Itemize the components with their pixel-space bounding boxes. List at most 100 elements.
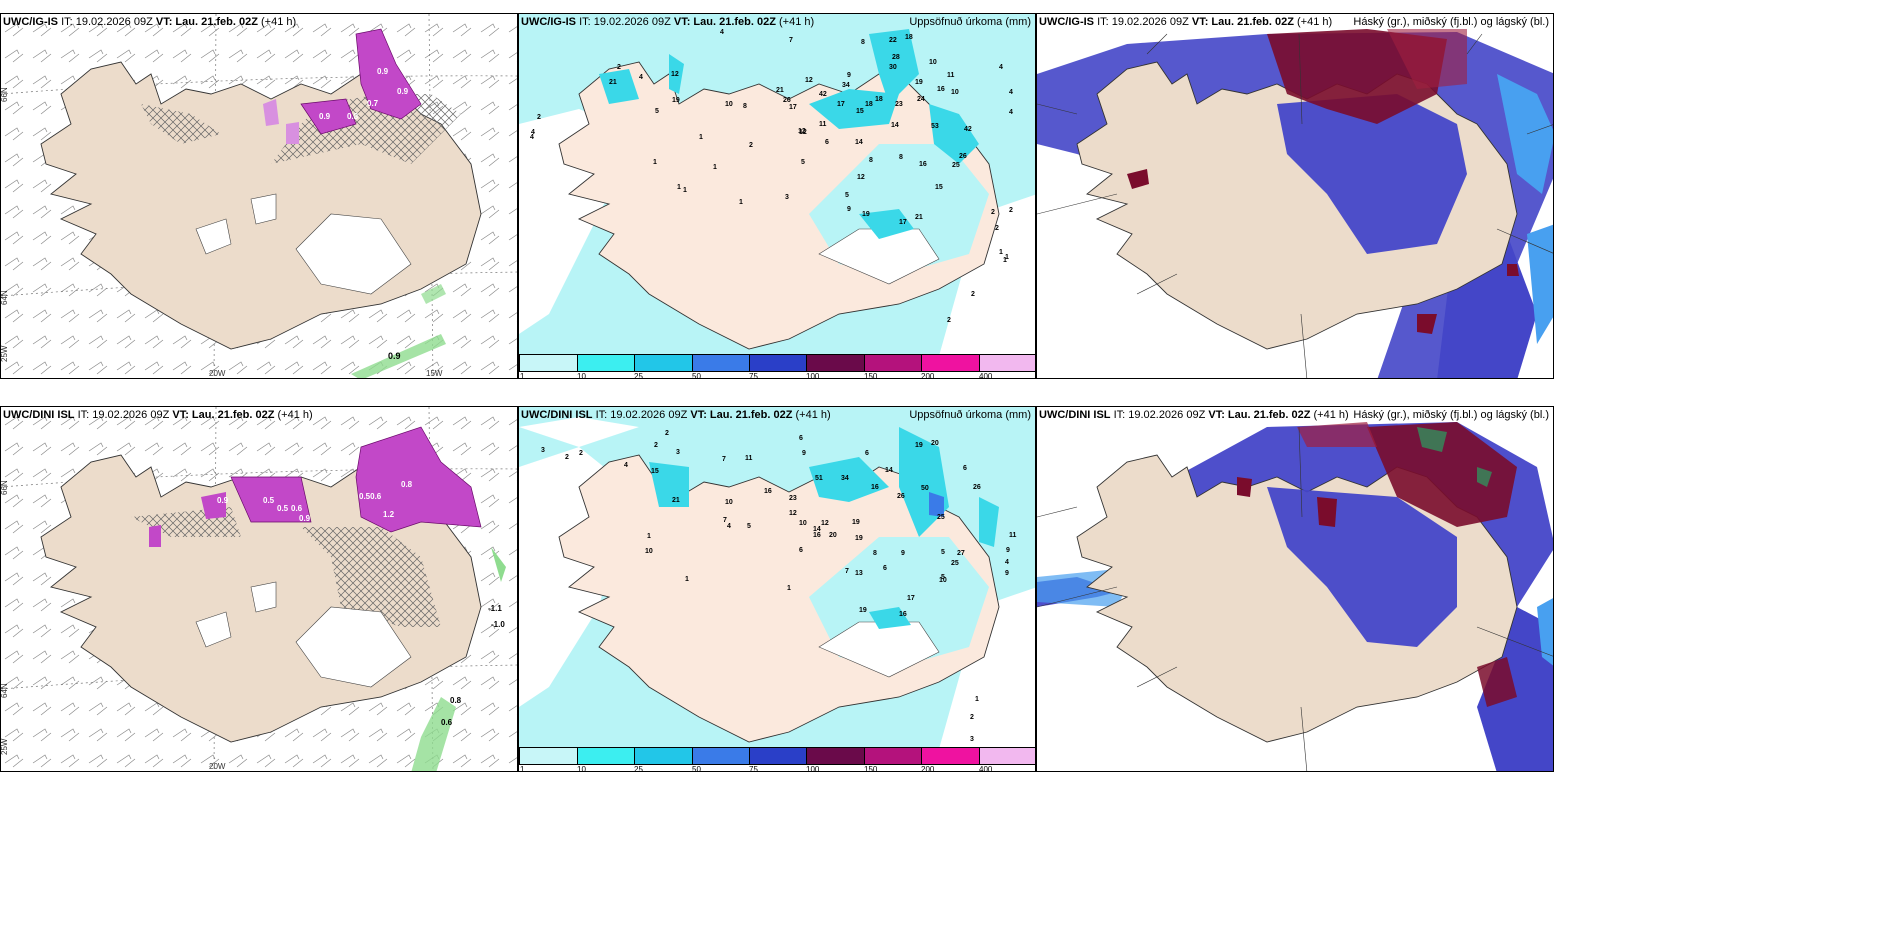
svg-text:11: 11 bbox=[745, 455, 753, 462]
svg-text:64N: 64N bbox=[1, 683, 9, 698]
svg-text:4: 4 bbox=[727, 523, 731, 530]
svg-text:25W: 25W bbox=[1, 738, 9, 755]
svg-text:13: 13 bbox=[855, 570, 863, 577]
svg-text:2: 2 bbox=[749, 142, 753, 149]
svg-text:4: 4 bbox=[624, 462, 628, 469]
colorbar-swatch bbox=[806, 747, 864, 765]
svg-text:10: 10 bbox=[929, 59, 937, 66]
colorbar-tick: 150 bbox=[864, 765, 878, 772]
colorbar-swatch bbox=[519, 354, 577, 372]
svg-text:66N: 66N bbox=[1, 480, 9, 495]
panel-title: UWC/DINI ISL IT: 19.02.2026 09Z VT: Lau.… bbox=[3, 409, 313, 421]
svg-text:34: 34 bbox=[841, 475, 849, 482]
colorbar-tick: 50 bbox=[692, 765, 701, 772]
svg-text:12: 12 bbox=[821, 520, 829, 527]
svg-text:22: 22 bbox=[889, 37, 897, 44]
panel-clouds-bottom: UWC/DINI ISL IT: 19.02.2026 09Z VT: Lau.… bbox=[1036, 406, 1554, 772]
colorbar-tick: 75 bbox=[749, 372, 758, 379]
svg-text:14: 14 bbox=[855, 139, 863, 146]
svg-text:16: 16 bbox=[937, 86, 945, 93]
svg-text:0.5: 0.5 bbox=[277, 504, 289, 513]
colorbar-tick: 50 bbox=[692, 372, 701, 379]
svg-text:2: 2 bbox=[991, 209, 995, 216]
colorbar-tick: 25 bbox=[634, 765, 643, 772]
svg-text:16: 16 bbox=[813, 532, 821, 539]
svg-text:0.9: 0.9 bbox=[299, 514, 311, 523]
svg-text:6: 6 bbox=[865, 450, 869, 457]
colorbar-swatch bbox=[921, 747, 979, 765]
svg-text:7: 7 bbox=[723, 517, 727, 524]
svg-text:18: 18 bbox=[865, 101, 873, 108]
svg-text:1: 1 bbox=[647, 533, 651, 540]
svg-text:3: 3 bbox=[785, 194, 789, 201]
colorbar-tick: 1 bbox=[520, 765, 525, 772]
colorbar-swatch bbox=[979, 747, 1035, 765]
colorbar-tick: 10 bbox=[577, 765, 586, 772]
svg-text:1: 1 bbox=[975, 696, 979, 703]
svg-text:3: 3 bbox=[541, 447, 545, 454]
panel-title: UWC/IG-IS IT: 19.02.2026 09Z VT: Lau. 21… bbox=[521, 16, 815, 28]
svg-text:4: 4 bbox=[720, 29, 724, 36]
panel-precip-bottom: UWC/DINI ISL IT: 19.02.2026 09Z VT: Lau.… bbox=[518, 406, 1036, 772]
svg-text:21: 21 bbox=[609, 79, 617, 86]
svg-text:4: 4 bbox=[1009, 109, 1013, 116]
svg-text:12: 12 bbox=[789, 510, 797, 517]
precip-numbers: 2 2 3 2 2 3 4 15 7 11 6 9 19 20 6 6 14 2… bbox=[541, 430, 1017, 743]
svg-text:2: 2 bbox=[665, 430, 669, 437]
panel-precip-top: UWC/IG-IS IT: 19.02.2026 09Z VT: Lau. 21… bbox=[518, 13, 1036, 379]
colorbar-tick: 400 bbox=[979, 765, 993, 772]
svg-text:0.9: 0.9 bbox=[377, 67, 389, 76]
svg-text:19: 19 bbox=[915, 79, 923, 86]
svg-text:5: 5 bbox=[655, 108, 659, 115]
svg-text:1: 1 bbox=[1005, 254, 1009, 261]
svg-text:17: 17 bbox=[837, 101, 845, 108]
colorbar-tick: 1 bbox=[520, 372, 525, 379]
svg-text:26: 26 bbox=[973, 484, 981, 491]
svg-text:1: 1 bbox=[699, 134, 703, 141]
svg-text:15: 15 bbox=[856, 108, 864, 115]
wind-map: 0.9 0.5 0.5 0.6 0.9 0.50.6 1.2 0.8 -1.1 … bbox=[1, 407, 517, 771]
svg-text:19: 19 bbox=[855, 535, 863, 542]
colorbar-tick: 10 bbox=[577, 372, 586, 379]
colorbar-swatch bbox=[921, 354, 979, 372]
svg-text:10: 10 bbox=[799, 520, 807, 527]
svg-text:15: 15 bbox=[651, 468, 659, 475]
svg-text:1: 1 bbox=[683, 187, 687, 194]
svg-text:1: 1 bbox=[999, 249, 1003, 256]
cloud-map bbox=[1037, 407, 1553, 771]
svg-text:0.6: 0.6 bbox=[441, 718, 453, 727]
svg-text:23: 23 bbox=[895, 101, 903, 108]
svg-text:1: 1 bbox=[685, 576, 689, 583]
svg-text:4: 4 bbox=[530, 134, 534, 141]
svg-text:66N: 66N bbox=[1, 87, 9, 102]
svg-text:2: 2 bbox=[654, 442, 658, 449]
cloud-map bbox=[1037, 14, 1553, 378]
svg-text:3: 3 bbox=[970, 736, 974, 743]
colorbar-tick: 200 bbox=[921, 765, 935, 772]
svg-text:0.9: 0.9 bbox=[388, 351, 401, 361]
svg-text:0.9: 0.9 bbox=[217, 496, 229, 505]
colorbar-swatch bbox=[806, 354, 864, 372]
svg-text:12: 12 bbox=[798, 128, 806, 135]
svg-text:16: 16 bbox=[871, 484, 879, 491]
colorbar-swatch bbox=[749, 747, 806, 765]
svg-text:-1.0: -1.0 bbox=[491, 620, 505, 629]
svg-text:11: 11 bbox=[1009, 532, 1017, 539]
svg-text:8: 8 bbox=[869, 157, 873, 164]
svg-text:27: 27 bbox=[957, 550, 965, 557]
svg-text:21: 21 bbox=[776, 87, 784, 94]
svg-text:10: 10 bbox=[951, 89, 959, 96]
svg-text:26: 26 bbox=[783, 97, 791, 104]
svg-text:17: 17 bbox=[899, 219, 907, 226]
colorbar-swatch bbox=[577, 354, 634, 372]
panel-wind-top: UWC/IG-IS IT: 19.02.2026 09Z VT: Lau. 21… bbox=[0, 13, 518, 379]
svg-text:19: 19 bbox=[672, 97, 680, 104]
svg-text:4: 4 bbox=[999, 64, 1003, 71]
colorbar-tick: 25 bbox=[634, 372, 643, 379]
colorbar-tick: 100 bbox=[806, 372, 820, 379]
svg-text:10: 10 bbox=[725, 499, 733, 506]
svg-text:14: 14 bbox=[885, 467, 893, 474]
svg-text:10: 10 bbox=[645, 548, 653, 555]
colorbar-swatch bbox=[519, 747, 577, 765]
